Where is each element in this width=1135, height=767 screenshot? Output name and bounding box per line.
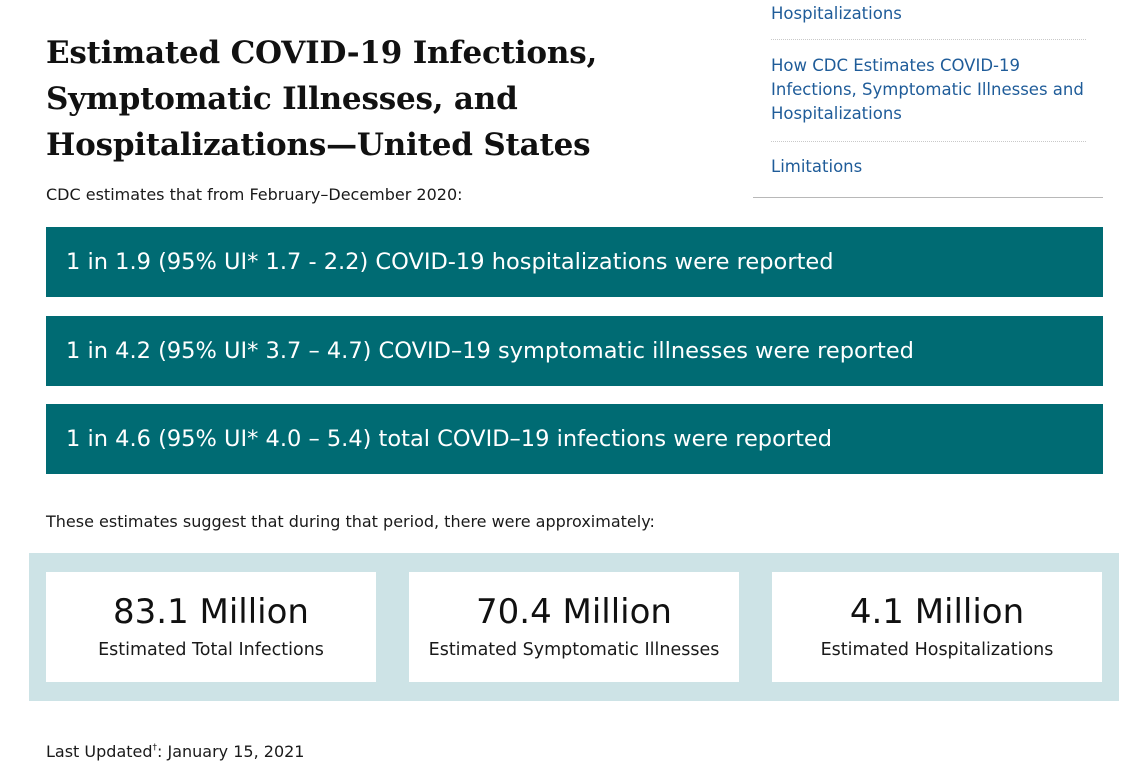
page-title-line-1: Estimated COVID-19 Infections,	[46, 35, 598, 71]
stat-label: Estimated Total Infections	[98, 640, 324, 660]
stat-label: Estimated Symptomatic Illnesses	[428, 640, 720, 660]
banner-infections-ratio: 1 in 4.6 (95% UI* 4.0 – 5.4) total COVID…	[46, 404, 1103, 474]
last-updated-date: : January 15, 2021	[157, 742, 305, 761]
estimates-intro-text: These estimates suggest that during that…	[46, 512, 655, 531]
last-updated-label: Last Updated	[46, 742, 153, 761]
on-this-page-nav: Hospitalizations How CDC Estimates COVID…	[753, 0, 1103, 198]
stat-value: 70.4 Million	[476, 592, 672, 632]
estimates-panel: 83.1 Million Estimated Total Infections …	[29, 553, 1119, 701]
stat-label: Estimated Hospitalizations	[820, 640, 1054, 660]
last-updated: Last Updated†: January 15, 2021	[46, 736, 304, 764]
stat-value: 4.1 Million	[849, 592, 1025, 632]
page-title-line-3: Hospitalizations—United States	[46, 127, 591, 163]
page-title-line-2: Symptomatic Illnesses, and	[46, 81, 518, 117]
toc-link-hospitalizations[interactable]: Hospitalizations	[771, 4, 902, 23]
banner-hospitalizations-ratio: 1 in 1.9 (95% UI* 1.7 - 2.2) COVID-19 ho…	[46, 227, 1103, 297]
toc-divider	[771, 39, 1086, 40]
toc-divider	[771, 141, 1086, 142]
stat-card-infections: 83.1 Million Estimated Total Infections	[46, 572, 376, 682]
stat-value: 83.1 Million	[113, 592, 309, 632]
stat-card-hospitalizations: 4.1 Million Estimated Hospitalizations	[772, 572, 1102, 682]
toc-link-how-cdc-estimates[interactable]: How CDC Estimates COVID-19 Infections, S…	[771, 56, 1084, 123]
toc-link-limitations[interactable]: Limitations	[771, 157, 863, 176]
banner-symptomatic-ratio: 1 in 4.2 (95% UI* 3.7 – 4.7) COVID–19 sy…	[46, 316, 1103, 386]
page-title: Estimated COVID-19 Infections, Symptomat…	[46, 30, 686, 168]
intro-text: CDC estimates that from February–Decembe…	[46, 185, 463, 204]
stat-card-symptomatic: 70.4 Million Estimated Symptomatic Illne…	[409, 572, 739, 682]
footnote-marker[interactable]: †	[152, 743, 158, 753]
